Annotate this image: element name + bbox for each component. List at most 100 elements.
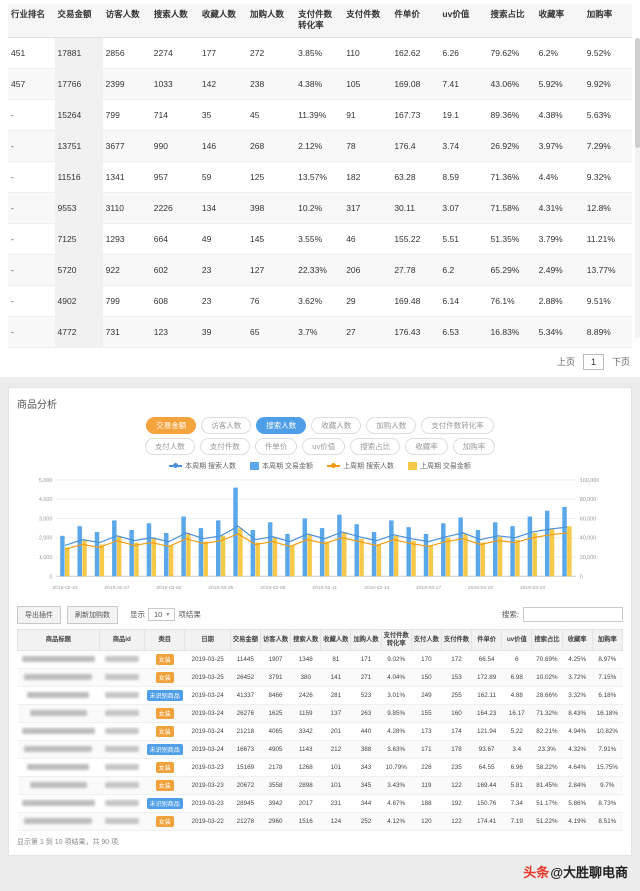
cell: 2399	[102, 68, 151, 100]
category-cell: 女装	[144, 704, 185, 723]
metric-pill[interactable]: 加购率	[452, 437, 496, 455]
metric-pill[interactable]: 交易金额	[146, 416, 197, 434]
metric-pill[interactable]: 支付件数转化率	[421, 416, 494, 434]
cell: 272	[246, 37, 296, 69]
cell: 35	[198, 99, 247, 131]
page-size-select[interactable]: 10 ▾	[148, 608, 176, 622]
cell: 188	[411, 794, 442, 813]
cell: 142	[198, 68, 247, 100]
blurred-product-title	[21, 728, 95, 735]
metric-pill[interactable]: 搜索占比	[350, 437, 401, 455]
cell: 7125	[54, 223, 103, 255]
cell: 7.41	[439, 68, 488, 100]
cell: 176.43	[391, 316, 440, 348]
cell: 162.11	[471, 686, 502, 705]
metric-pill[interactable]: 支付人数	[144, 437, 195, 455]
cell: 2898	[290, 776, 321, 795]
metric-pill[interactable]: 支付件数	[199, 437, 250, 455]
cell: 26452	[230, 668, 261, 687]
metric-pill[interactable]: uv价值	[302, 437, 346, 455]
cell: 137	[320, 704, 351, 723]
metric-pill[interactable]: 收藏率	[405, 437, 448, 455]
cell: 171	[411, 740, 442, 759]
category-cell: 未识别商品	[144, 740, 185, 759]
metric-pill[interactable]: 搜索人数	[256, 416, 307, 434]
svg-text:100,000: 100,000	[580, 478, 600, 484]
cell: 5.22	[501, 722, 532, 741]
metric-pill[interactable]: 访客人数	[201, 416, 252, 434]
cell: 146	[198, 130, 247, 162]
cell: 59	[198, 161, 247, 193]
legend-item[interactable]: 本周期 搜索人数	[169, 461, 236, 471]
export-plugin-button[interactable]: 导出插件	[17, 605, 61, 624]
current-page-button[interactable]: 1	[582, 353, 604, 370]
cell: 238	[246, 68, 296, 100]
legend-item[interactable]: 上周期 交易金额	[407, 461, 471, 471]
search-input[interactable]	[523, 607, 623, 623]
refresh-cart-button[interactable]: 刷新加购数	[67, 605, 118, 624]
scrollbar-track[interactable]	[635, 38, 640, 338]
product-id-cell	[99, 704, 145, 723]
cell: 11445	[230, 650, 261, 669]
cell: 317	[343, 192, 392, 224]
next-page-button[interactable]: 下页	[611, 357, 630, 368]
panel-title: 商品分析	[17, 399, 57, 411]
cell: 39	[198, 316, 247, 348]
blurred-product-title	[24, 674, 93, 681]
cell: 17766	[54, 68, 103, 100]
category-badge: 女装	[155, 779, 174, 791]
cell: 4.12%	[381, 812, 412, 831]
product-id-cell	[99, 758, 145, 777]
legend-item[interactable]: 上周期 搜索人数	[327, 461, 394, 471]
svg-text:80,000: 80,000	[580, 497, 597, 503]
cell: 7.91%	[592, 740, 623, 759]
product-id-cell	[99, 740, 145, 759]
cell: 121.94	[471, 722, 502, 741]
cell: 3.72%	[562, 668, 593, 687]
cell: 20672	[230, 776, 261, 795]
product-column-header: 支付人数	[410, 628, 442, 651]
cell: 81.45%	[531, 776, 563, 795]
cell: 162.62	[391, 37, 440, 69]
metric-pill[interactable]: 件单价	[254, 437, 298, 455]
cell: 990	[150, 130, 199, 162]
cell: -	[8, 99, 55, 131]
product-table: 商品标题 商品id 类目 日期 交易金额 访客人数 搜索人数 收藏人数 加购人数 支付件数转化率支…	[17, 628, 624, 831]
cell: 6.26	[439, 37, 488, 69]
cell: 71.32%	[531, 704, 563, 723]
product-analysis-panel: 商品分析 交易金额 访客人数 搜索人数 收藏人数 加购人数 支付件数转化率 支付人数 支付件…	[8, 386, 632, 856]
cell: 2.88%	[535, 285, 584, 317]
cell: 174.41	[471, 812, 502, 831]
metric-pill[interactable]: 加购人数	[366, 416, 417, 434]
product-column-header: 搜索人数	[290, 628, 322, 651]
cell: 4.87%	[381, 794, 412, 813]
cell: 4.31%	[535, 192, 584, 224]
product-column-header: 加购率	[591, 628, 624, 651]
cell: 141	[320, 668, 351, 687]
product-id-cell	[99, 668, 145, 687]
cell: 252	[350, 812, 382, 831]
cell: 5.86%	[562, 794, 593, 813]
cell: 344	[350, 794, 382, 813]
legend-item[interactable]: 本周期 交易金额	[250, 461, 313, 471]
cell: 4.25%	[562, 650, 593, 669]
category-badge: 未识别商品	[146, 797, 183, 809]
legend-label: 本周期 交易金额	[262, 462, 313, 470]
product-id-cell	[99, 686, 145, 705]
product-table-header-row: 商品标题 商品id 类目 日期 交易金额 访客人数 搜索人数 收藏人数 加购人数 支付件数转化率支…	[17, 628, 624, 651]
cell: 30.11	[391, 192, 440, 224]
cell: 4.28%	[381, 722, 412, 741]
cell: -	[8, 192, 55, 224]
prev-page-button[interactable]: 上页	[556, 357, 575, 368]
svg-text:1,000: 1,000	[39, 555, 53, 561]
svg-text:2019-03-02: 2019-03-02	[156, 585, 181, 591]
scrollbar-thumb[interactable]	[635, 38, 640, 148]
blurred-product-id	[104, 674, 139, 681]
cell: 89.36%	[487, 99, 536, 131]
product-column-header: 访客人数	[259, 628, 292, 651]
metric-pill[interactable]: 收藏人数	[311, 416, 362, 434]
product-row: 未识别商品 2019-03-24 16673 4905 1143 212 388 3.63% 1…	[17, 740, 623, 759]
cell: 122	[441, 776, 472, 795]
legend-line-swatch	[169, 463, 183, 469]
cell: 82.21%	[531, 722, 563, 741]
